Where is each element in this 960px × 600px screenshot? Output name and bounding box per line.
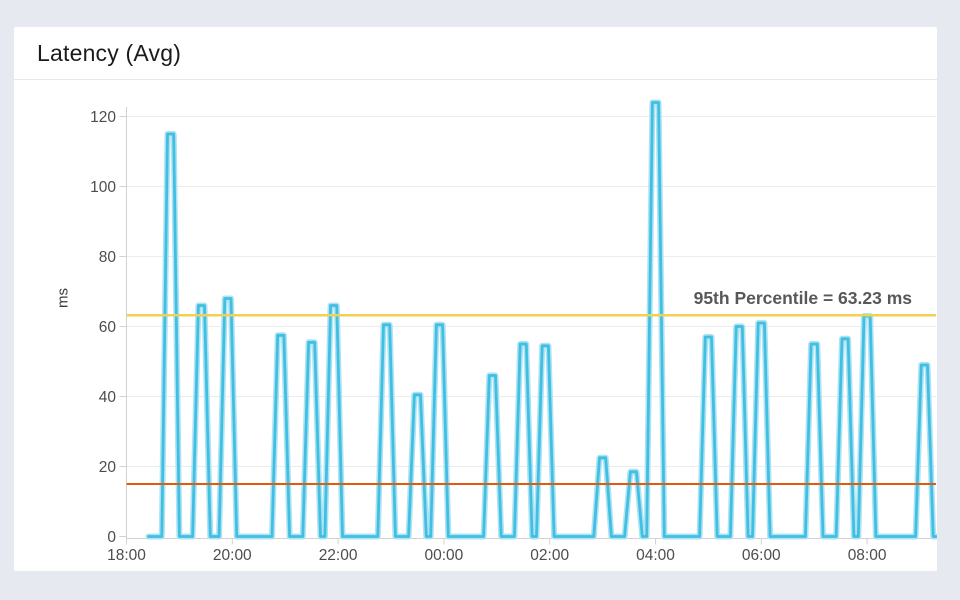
chart-title: Latency (Avg): [37, 40, 182, 66]
latency-series-line: [147, 101, 937, 538]
x-tick-label-06:00: 06:00: [742, 547, 781, 564]
x-tick-label-00:00: 00:00: [425, 547, 464, 564]
y-tick-label-20: 20: [99, 459, 117, 476]
x-tick-label-08:00: 08:00: [848, 547, 887, 564]
chart-plot-area[interactable]: 0 20 40 60 80 100 120 18:00 20:00 22:00 00:00 02:00…: [14, 81, 937, 571]
latency-series-halo: [145, 99, 937, 540]
y-tick-label-100: 100: [90, 179, 116, 196]
chart-card-header: Latency (Avg): [14, 27, 937, 80]
x-tick-label-20:00: 20:00: [213, 547, 252, 564]
x-tick-label-22:00: 22:00: [319, 547, 358, 564]
percentile-label: 95th Percentile = 63.23 ms: [694, 288, 913, 308]
x-tick-label-18:00: 18:00: [107, 547, 146, 564]
y-tick-label-60: 60: [99, 319, 117, 336]
y-tick-label-80: 80: [99, 249, 117, 266]
x-tick-label-02:00: 02:00: [530, 547, 569, 564]
latency-chart-card: Latency (Avg) 0 20 40 60 80 100 120 18:00 20:00 2…: [14, 27, 937, 571]
y-tick-label-120: 120: [90, 109, 116, 126]
y-tick-label-40: 40: [99, 389, 117, 406]
y-axis-label: ms: [55, 288, 72, 308]
y-tick-label-0: 0: [107, 529, 116, 546]
latency-chart[interactable]: 0 20 40 60 80 100 120 18:00 20:00 22:00 00:00 02:00…: [14, 81, 937, 571]
x-tick-label-04:00: 04:00: [636, 547, 675, 564]
